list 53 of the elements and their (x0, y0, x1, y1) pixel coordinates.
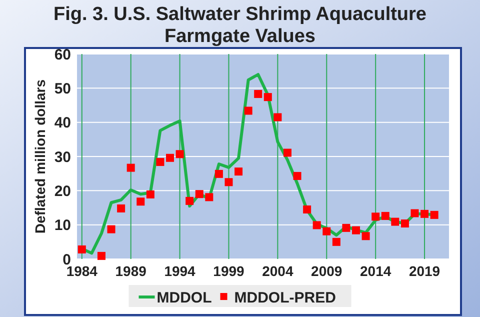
point (254, 90, 262, 98)
point (97, 252, 106, 260)
point (107, 225, 116, 234)
point (381, 212, 390, 220)
point (283, 148, 292, 157)
point (146, 190, 154, 198)
legend-label: MDDOL (156, 289, 212, 306)
point (166, 154, 174, 162)
point (303, 205, 312, 214)
x-tick-label: 1989 (115, 263, 147, 279)
point (312, 221, 321, 230)
point (362, 232, 370, 240)
x-tick-label: 2004 (262, 263, 294, 279)
point (420, 210, 429, 218)
y-tick-label: 40 (54, 114, 71, 132)
point (274, 113, 282, 122)
point (244, 106, 252, 115)
point (136, 198, 145, 206)
point (372, 212, 380, 221)
x-tick-label: 2014 (360, 263, 392, 279)
point (342, 224, 350, 232)
y-axis-title: Deflated million dollars (32, 79, 48, 234)
y-tick-label: 30 (54, 148, 71, 166)
y-tick-label: 50 (54, 80, 71, 98)
point (195, 190, 204, 198)
x-tick-label: 1994 (164, 263, 196, 279)
x-tick-label: 2019 (408, 263, 440, 279)
y-tick-label: 20 (54, 182, 71, 200)
point (264, 93, 272, 102)
point (224, 178, 233, 186)
point (126, 164, 135, 172)
point (322, 227, 331, 236)
point (234, 168, 243, 176)
legend-label: MDDOL-PRED (234, 289, 336, 306)
point (332, 238, 340, 246)
x-tick-label: 1999 (213, 263, 245, 279)
chart-title: Fig. 3. U.S. Saltwater Shrimp Aquaculture Farmgate Values (53, 4, 427, 47)
x-tick-label: 2009 (311, 263, 342, 279)
point (214, 170, 223, 178)
point (117, 204, 126, 212)
point (205, 193, 214, 202)
point (400, 219, 409, 228)
point (352, 226, 360, 234)
point (176, 150, 184, 158)
point (293, 172, 302, 180)
point (430, 210, 438, 219)
point (156, 158, 164, 166)
point (186, 196, 194, 205)
point (78, 245, 86, 254)
y-tick-label: 60 (54, 46, 71, 64)
point (391, 218, 400, 226)
y-tick-label: 10 (54, 217, 71, 234)
point (410, 209, 419, 218)
